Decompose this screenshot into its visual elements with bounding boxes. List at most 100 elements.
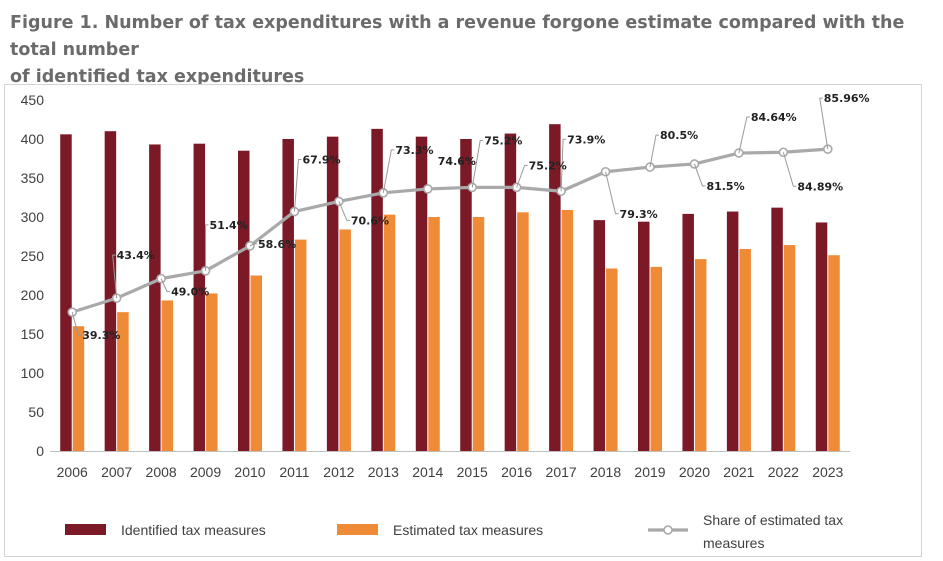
x-tick-label: 2022	[768, 464, 799, 480]
bar-estimated	[206, 293, 218, 451]
bar-estimated	[117, 312, 129, 451]
x-tick-label: 2020	[679, 464, 710, 480]
share-data-label: 58.6%	[258, 238, 296, 251]
bar-estimated	[383, 214, 396, 451]
legend-label-share: Share of estimated tax measures	[703, 512, 843, 551]
chart-title-line-1: Figure 1. Number of tax expenditures wit…	[10, 13, 905, 60]
label-leader-line	[160, 278, 171, 293]
bar-estimated	[339, 229, 351, 451]
label-leader-line	[71, 312, 82, 336]
legend: Identified tax measures Estimated tax mea…	[65, 512, 843, 551]
chart-title-line-2: of identified tax expenditures	[10, 67, 305, 87]
x-tick-label: 2021	[723, 464, 754, 480]
label-leader-line	[516, 164, 528, 188]
share-data-label: 43.4%	[117, 249, 155, 262]
y-tick-label: 250	[21, 248, 45, 264]
share-data-label: 75.2%	[484, 134, 522, 147]
y-tick-label: 100	[21, 365, 45, 381]
x-tick-label: 2018	[590, 464, 621, 480]
bar-estimated	[783, 245, 796, 451]
share-point	[422, 184, 433, 194]
legend-label-estimated: Estimated tax measures	[393, 522, 543, 538]
share-data-label: 75.2%	[529, 159, 567, 172]
bar-identified	[593, 220, 606, 451]
legend-marker-share	[663, 525, 673, 535]
bar-identified	[460, 139, 472, 451]
label-leader-line	[819, 97, 829, 150]
share-data-label: 85.96%	[824, 92, 870, 105]
share-data-label: 84.89%	[797, 180, 843, 193]
y-tick-label: 350	[21, 170, 45, 186]
legend-swatch-identified	[65, 524, 106, 535]
share-data-label: 51.4%	[210, 219, 248, 232]
y-tick-label: 300	[21, 209, 45, 225]
bar-estimated	[606, 268, 618, 451]
share-data-label: 73.9%	[567, 133, 605, 146]
label-leaders	[71, 97, 829, 336]
bar-identified	[326, 136, 339, 451]
bar-identified	[238, 150, 250, 451]
bar-estimated	[694, 259, 707, 451]
share-data-label: 79.3%	[620, 208, 658, 221]
bar-estimated	[250, 275, 262, 451]
bar-estimated	[472, 217, 485, 451]
share-data-label: 73.3%	[395, 144, 433, 157]
y-tick-label: 200	[21, 287, 45, 303]
share-series-line	[71, 147, 828, 314]
bars	[60, 124, 840, 452]
share-data-label: 70.6%	[351, 214, 389, 227]
bar-estimated	[517, 212, 529, 451]
share-data-label: 81.5%	[706, 180, 744, 193]
share-data-label: 67.9%	[302, 154, 340, 167]
bar-estimated	[294, 239, 307, 451]
share-data-label: 80.5%	[660, 129, 698, 142]
bar-identified	[60, 134, 72, 451]
x-tick-label: 2010	[234, 464, 265, 480]
bar-identified	[549, 124, 561, 452]
x-tick-label: 2014	[412, 464, 443, 480]
label-leader-line	[205, 224, 209, 271]
bar-identified	[726, 211, 739, 451]
bar-identified	[415, 136, 428, 451]
x-tick-label: 2012	[323, 464, 354, 480]
bar-identified	[504, 133, 517, 452]
legend-swatch-estimated	[337, 524, 378, 535]
label-leader-line	[471, 139, 484, 188]
x-tick-label: 2019	[634, 464, 665, 480]
share-data-label: 39.3%	[82, 329, 120, 342]
label-leader-line	[605, 171, 619, 215]
label-leader-line	[649, 134, 659, 168]
chart-title: Figure 1. Number of tax expenditures wit…	[10, 10, 930, 91]
x-tick-label: 2013	[368, 464, 399, 480]
label-leader-line	[693, 163, 706, 187]
x-tick-label: 2007	[101, 464, 132, 480]
bar-estimated	[428, 217, 440, 451]
y-tick-label: 150	[21, 326, 45, 342]
x-tick-label: 2008	[146, 464, 177, 480]
label-leader-line	[249, 243, 257, 247]
bar-identified	[104, 131, 117, 451]
label-leader-line	[112, 254, 118, 299]
bar-identified	[682, 213, 694, 451]
share-data-label: 49.0%	[171, 286, 209, 299]
bar-estimated	[739, 248, 751, 451]
y-tick-label: 50	[28, 404, 44, 420]
bar-estimated	[72, 326, 85, 451]
bar-identified	[371, 128, 383, 452]
y-tick-label: 400	[21, 131, 45, 147]
bar-estimated	[161, 300, 174, 451]
x-tick-label: 2023	[812, 464, 843, 480]
bar-identified	[638, 221, 650, 451]
label-leader-line	[738, 116, 750, 154]
share-data-labels: 39.3% 43.4% 49.0% 51.4% 58.6% 67.9% 70.6% 73.3%…	[82, 92, 869, 342]
bar-identified	[815, 222, 828, 451]
x-tick-label: 2009	[190, 464, 221, 480]
y-axis-labels: 0 50 100 150 200 250 300 350 400 450	[21, 92, 45, 459]
bar-identified	[771, 207, 783, 451]
bar-identified	[149, 144, 161, 451]
x-tick-label: 2011	[279, 464, 309, 480]
bar-identified	[282, 139, 294, 451]
label-leader-line	[782, 152, 797, 187]
bar-estimated	[561, 209, 574, 451]
legend-label-identified: Identified tax measures	[121, 522, 266, 538]
